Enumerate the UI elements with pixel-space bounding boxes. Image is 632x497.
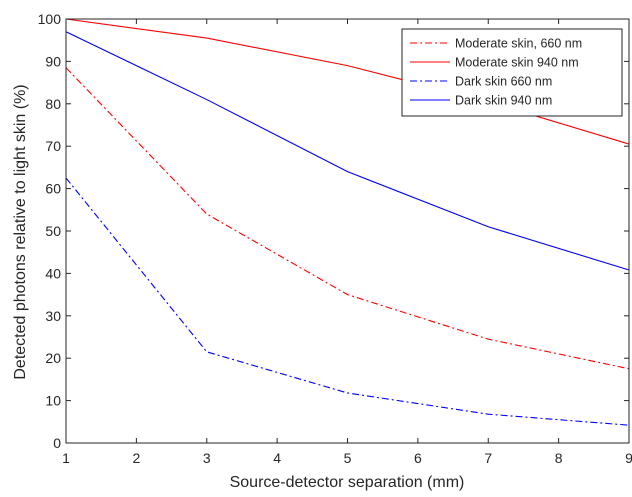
y-tick-label: 100 bbox=[38, 11, 62, 27]
y-tick-label: 70 bbox=[45, 138, 61, 154]
x-axis-title: Source-detector separation (mm) bbox=[230, 474, 465, 491]
series-line-3 bbox=[65, 177, 630, 426]
legend-label-2: Moderate skin 940 nm bbox=[455, 56, 579, 70]
y-tick-label: 90 bbox=[45, 53, 61, 69]
series-line-4 bbox=[65, 31, 630, 271]
x-tick-label: 2 bbox=[132, 450, 140, 466]
series-line-1 bbox=[65, 67, 630, 370]
x-tick-label: 1 bbox=[62, 450, 70, 466]
x-tick-label: 9 bbox=[625, 450, 632, 466]
legend-box bbox=[401, 28, 623, 117]
y-tick-label: 80 bbox=[45, 96, 61, 112]
y-tick-label: 60 bbox=[45, 181, 61, 197]
legend: Moderate skin, 660 nm Moderate skin 940 n… bbox=[401, 28, 623, 117]
y-tick-label: 30 bbox=[45, 308, 61, 324]
legend-label-1: Moderate skin, 660 nm bbox=[455, 37, 582, 51]
y-tick-label: 20 bbox=[45, 350, 61, 366]
x-tick-label: 5 bbox=[344, 450, 352, 466]
legend-label-3: Dark skin 660 nm bbox=[455, 75, 552, 89]
x-tick-label: 8 bbox=[555, 450, 563, 466]
y-axis-title: Detected photons relative to light skin … bbox=[12, 84, 29, 379]
x-tick-label: 3 bbox=[203, 450, 211, 466]
y-tick-label: 10 bbox=[45, 393, 61, 409]
y-tick-label: 40 bbox=[45, 265, 61, 281]
x-tick-label: 6 bbox=[414, 450, 422, 466]
legend-label-4: Dark skin 940 nm bbox=[455, 94, 552, 108]
x-tick-label: 4 bbox=[273, 450, 281, 466]
x-tick-label: 7 bbox=[484, 450, 492, 466]
y-tick-label: 50 bbox=[45, 223, 61, 239]
y-tick-label: 0 bbox=[53, 435, 61, 451]
